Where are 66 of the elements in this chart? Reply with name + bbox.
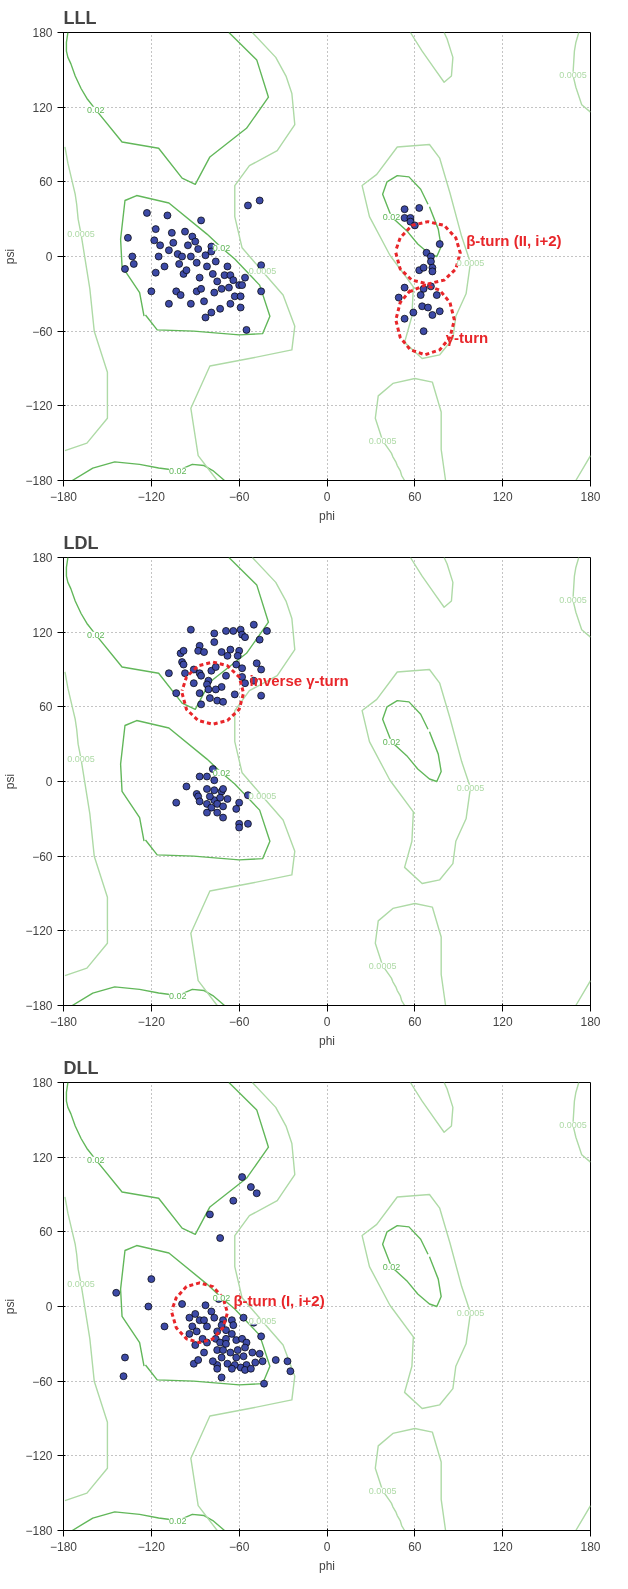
- y-tick-label: 60: [39, 700, 53, 715]
- x-tick-label: 0: [323, 1014, 331, 1029]
- y-tick-label: −60: [32, 324, 53, 339]
- series-label: γ-turn: [445, 328, 489, 346]
- y-axis-title: psi: [3, 1298, 18, 1315]
- y-tick-label: −120: [25, 924, 53, 939]
- series-label: β-turn (I, i+2): [233, 1291, 325, 1309]
- annotation: 0.0005: [67, 229, 95, 240]
- x-tick-label: 120: [492, 489, 513, 504]
- x-axis-title: phi: [318, 508, 336, 523]
- y-axis-title: psi: [3, 248, 18, 265]
- y-tick-label: −180: [25, 474, 53, 488]
- annotation: 0.0005: [67, 1279, 95, 1290]
- x-tick-label: −120: [137, 1014, 166, 1029]
- x-tick-label: 180: [580, 1539, 601, 1554]
- annotation: 0.0005: [456, 782, 485, 793]
- x-tick-label: −120: [137, 1539, 166, 1554]
- chart-title: DLL: [63, 1057, 99, 1078]
- x-tick-label: −60: [228, 1539, 250, 1554]
- y-tick-label: 0: [45, 1300, 53, 1314]
- y-tick-label: −120: [25, 1449, 53, 1464]
- x-tick-label: −60: [228, 489, 250, 504]
- x-tick-label: 60: [408, 489, 422, 504]
- x-tick-label: 60: [408, 1539, 422, 1554]
- y-tick-label: −60: [32, 849, 53, 864]
- y-tick-label: 180: [32, 551, 53, 565]
- annotation: 0.0005: [559, 594, 587, 605]
- x-tick-label: 120: [492, 1539, 513, 1554]
- annotation: 0.0005: [456, 1307, 485, 1318]
- annotation: 0.0005: [248, 266, 277, 277]
- x-tick-label: 180: [580, 1014, 601, 1029]
- y-tick-label: −120: [25, 399, 53, 414]
- y-axis-title: psi: [3, 773, 18, 790]
- annotation: 0.0005: [368, 960, 397, 971]
- annotation: 0.0005: [368, 1485, 397, 1496]
- x-axis-title: phi: [318, 1558, 336, 1573]
- y-tick-label: 60: [39, 1225, 53, 1240]
- x-tick-label: 0: [323, 1539, 331, 1554]
- y-tick-label: 0: [45, 775, 53, 789]
- annotation: 0.0005: [67, 754, 95, 765]
- x-tick-label: −60: [228, 1014, 250, 1029]
- y-tick-label: −180: [25, 999, 53, 1013]
- x-tick-label: 180: [580, 489, 601, 504]
- x-tick-label: −120: [137, 489, 166, 504]
- annotation: 0.0005: [456, 257, 485, 268]
- chart-title: LLL: [63, 7, 97, 28]
- x-tick-label: 0: [323, 489, 331, 504]
- annotation: 0.0005: [559, 1119, 587, 1130]
- x-tick-label: 120: [492, 1014, 513, 1029]
- annotation: 0.0005: [368, 435, 397, 446]
- y-tick-label: 180: [32, 1076, 53, 1090]
- y-tick-label: 60: [39, 175, 53, 190]
- y-tick-label: 120: [32, 625, 53, 640]
- y-tick-label: 120: [32, 1150, 53, 1165]
- x-tick-label: 60: [408, 1014, 422, 1029]
- x-axis-title: phi: [318, 1033, 336, 1048]
- y-tick-label: 0: [45, 250, 53, 264]
- y-tick-label: 180: [32, 26, 53, 40]
- y-tick-label: −180: [25, 1524, 53, 1538]
- y-tick-label: −60: [32, 1374, 53, 1389]
- annotation: 0.0005: [559, 69, 587, 80]
- annotation: 0.0005: [248, 791, 277, 802]
- annotation: 0.0005: [248, 1316, 277, 1327]
- chart-title: LDL: [63, 532, 99, 553]
- series-label: β-turn (II, i+2): [466, 231, 562, 249]
- y-tick-label: 120: [32, 100, 53, 115]
